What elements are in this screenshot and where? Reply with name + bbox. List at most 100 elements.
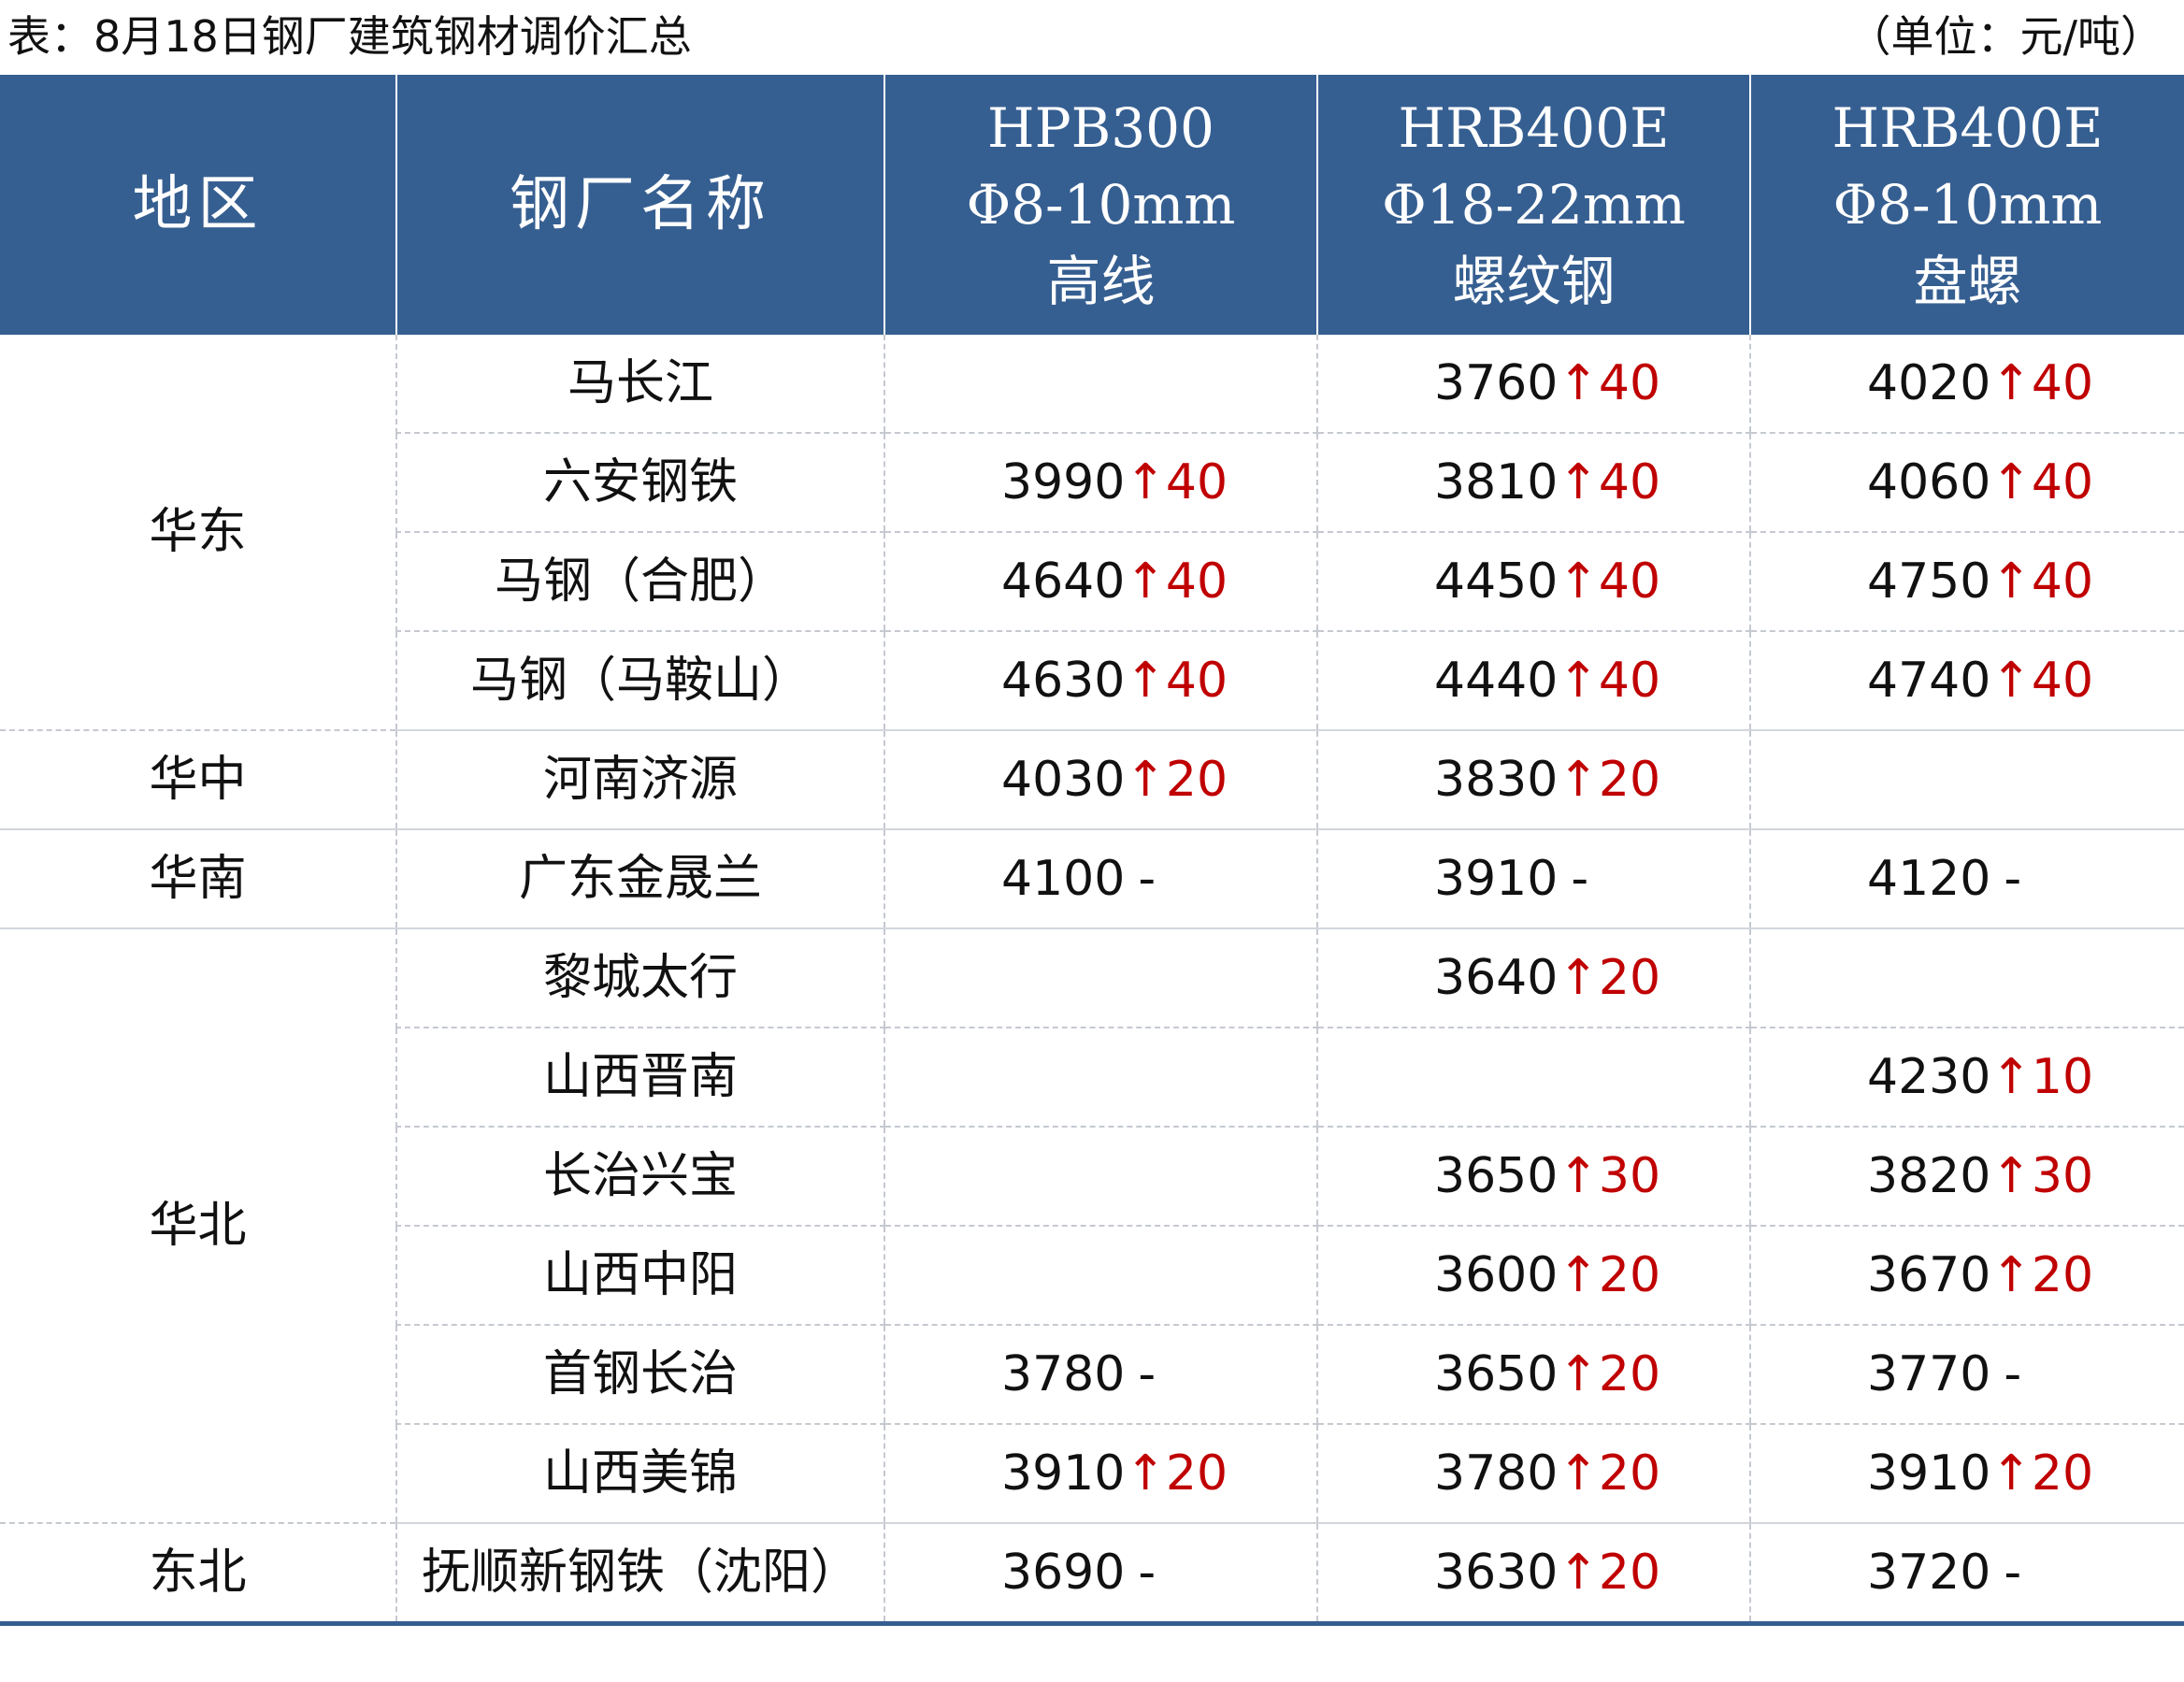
price-change-up: ↑40 (1558, 454, 1661, 510)
price-value: 4450 (1434, 553, 1559, 610)
table-row: 马钢（马鞍山） 4630↑40 4440↑40 4740↑40 (0, 631, 2184, 731)
mill-name-cell: 六安钢铁 (395, 433, 884, 533)
price-value: 3720 (1867, 1545, 1991, 1601)
price-value: 4100 (1001, 851, 1126, 907)
price-change-up: ↑30 (1558, 1148, 1661, 1204)
table-row: 华中 河南济源 4030↑20 3830↑20 (0, 730, 2184, 830)
table-row: 东北 抚顺新钢铁（沈阳） 3690-3630↑20 3720- (0, 1523, 2184, 1626)
table-body: 华东 马长江 3760↑40 4020↑40 六安钢铁 3990↑40 3810↑40 406… (0, 335, 2184, 1626)
price-value: 4740 (1867, 653, 1991, 709)
price-value: 3780 (1001, 1346, 1126, 1402)
mill-name-cell: 山西晋南 (395, 1028, 884, 1128)
price-cell: 3910↑20 (1749, 1424, 2184, 1524)
price-change-flat: - (1571, 851, 1589, 907)
price-change-up: ↑40 (1558, 355, 1661, 411)
region-cell: 东北 (0, 1523, 396, 1626)
table-row: 华南 广东金晟兰 4100-3910-4120- (0, 829, 2184, 929)
price-change-up: ↑40 (1990, 454, 2094, 510)
price-change-up: ↑20 (1558, 752, 1661, 808)
price-cell: 4100- (884, 829, 1317, 929)
price-value: 3690 (1001, 1545, 1126, 1601)
price-change-up: ↑20 (1125, 752, 1228, 808)
price-value: 3600 (1434, 1247, 1559, 1303)
price-cell (1316, 1028, 1750, 1128)
price-change-up: ↑20 (1990, 1247, 2094, 1303)
price-change-up: ↑40 (1990, 653, 2094, 709)
table-row: 山西美锦 3910↑20 3780↑20 3910↑20 (0, 1424, 2184, 1524)
price-cell: 3770- (1749, 1325, 2184, 1425)
price-cell: 3690- (884, 1523, 1317, 1626)
price-change-up: ↑20 (1125, 1445, 1228, 1502)
price-value: 3820 (1867, 1148, 1991, 1204)
mill-name-cell: 广东金晟兰 (395, 829, 884, 929)
price-cell: 3780↑20 (1316, 1424, 1750, 1524)
price-value: 3990 (1001, 454, 1126, 510)
price-cell: 3640↑20 (1316, 928, 1750, 1028)
region-cell: 华北 (0, 928, 396, 1524)
price-cell: 3630↑20 (1316, 1523, 1750, 1626)
header-row: 地区 钢厂名称 HPB300 Φ8-10mm 高线 HRB400E Φ18-22… (0, 75, 2184, 335)
mill-name-cell: 马钢（合肥） (395, 532, 884, 632)
price-cell: 3830↑20 (1316, 730, 1750, 830)
mill-name-cell: 山西中阳 (395, 1226, 884, 1326)
header-region: 地区 (0, 75, 397, 335)
price-value: 3780 (1434, 1445, 1559, 1502)
price-cell: 3720- (1749, 1523, 2184, 1626)
header-mill: 钢厂名称 (395, 75, 885, 335)
price-value: 3650 (1434, 1148, 1559, 1204)
mill-name-cell: 河南济源 (395, 730, 884, 830)
price-value: 3910 (1434, 851, 1559, 907)
price-change-up: ↑40 (1990, 553, 2094, 610)
mill-name-cell: 首钢长治 (395, 1325, 884, 1425)
price-change-flat: - (2004, 851, 2022, 907)
price-value: 4630 (1001, 653, 1126, 709)
price-change-flat: - (2004, 1545, 2022, 1601)
price-cell: 3650↑30 (1316, 1127, 1750, 1227)
price-cell (1749, 928, 2184, 1028)
price-cell: 3990↑40 (884, 433, 1317, 533)
price-change-up: ↑20 (1558, 1445, 1661, 1502)
price-change-flat: - (2004, 1346, 2022, 1402)
price-change-up: ↑20 (1990, 1445, 2094, 1502)
price-change-up: ↑40 (1990, 355, 2094, 411)
table-title: 表：8月18日钢厂建筑钢材调价汇总 (7, 11, 692, 62)
table-row: 首钢长治 3780-3650↑20 3770- (0, 1325, 2184, 1425)
mill-name-cell: 黎城太行 (395, 928, 884, 1028)
price-cell: 3600↑20 (1316, 1226, 1750, 1326)
price-change-up: ↑40 (1125, 454, 1228, 510)
unit-note: （单位：元/吨） (1847, 11, 2164, 62)
price-change-up: ↑20 (1558, 1346, 1661, 1402)
price-value: 4230 (1867, 1049, 1991, 1105)
price-change-up: ↑40 (1558, 553, 1661, 610)
table-row: 山西晋南 4230↑10 (0, 1028, 2184, 1128)
price-value: 3650 (1434, 1346, 1559, 1402)
mill-name-cell: 抚顺新钢铁（沈阳） (395, 1523, 884, 1626)
price-value: 3640 (1434, 950, 1559, 1006)
price-change-flat: - (1138, 1545, 1157, 1601)
price-change-up: ↑40 (1558, 653, 1661, 709)
price-cell: 3810↑40 (1316, 433, 1750, 533)
price-value: 3760 (1434, 355, 1559, 411)
price-value: 4640 (1001, 553, 1126, 610)
price-change-up: ↑20 (1558, 950, 1661, 1006)
price-cell: 3780- (884, 1325, 1317, 1425)
price-change-flat: - (1138, 851, 1157, 907)
price-value: 4020 (1867, 355, 1991, 411)
price-cell (884, 1127, 1317, 1227)
table-row: 山西中阳 3600↑20 3670↑20 (0, 1226, 2184, 1326)
table-row: 六安钢铁 3990↑40 3810↑40 4060↑40 (0, 433, 2184, 533)
price-cell: 3910- (1316, 829, 1750, 929)
header-hrb400e-coil: HRB400E Φ8-10mm 盘螺 (1749, 75, 2184, 335)
table-row: 华北 黎城太行 3640↑20 (0, 928, 2184, 1524)
price-change-up: ↑20 (1558, 1247, 1661, 1303)
price-cell: 4120- (1749, 829, 2184, 929)
price-cell: 4060↑40 (1749, 433, 2184, 533)
price-cell: 4750↑40 (1749, 532, 2184, 632)
header-hpb300: HPB300 Φ8-10mm 高线 (884, 75, 1318, 335)
price-value: 3910 (1867, 1445, 1991, 1502)
price-cell: 3760↑40 (1316, 335, 1750, 434)
table-row: 华东 马长江 3760↑40 4020↑40 (0, 335, 2184, 731)
price-change-up: ↑20 (1558, 1545, 1661, 1601)
price-cell: 3910↑20 (884, 1424, 1317, 1524)
mill-name-cell: 山西美锦 (395, 1424, 884, 1524)
